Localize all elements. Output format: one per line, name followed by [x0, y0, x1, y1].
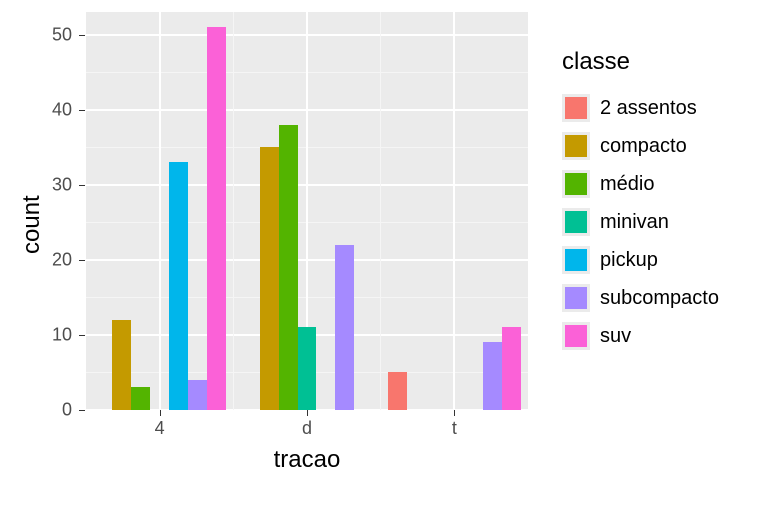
legend-swatch: [565, 211, 587, 233]
legend-label: 2 assentos: [600, 97, 697, 120]
bar: [260, 147, 279, 410]
legend-label: médio: [600, 173, 654, 196]
y-tick-mark: [79, 35, 85, 36]
bar: [207, 27, 226, 410]
legend-item: 2 assentos: [562, 92, 752, 124]
legend-key: [562, 208, 590, 236]
bar: [298, 327, 317, 410]
legend-label: subcompacto: [600, 287, 719, 310]
x-tick-label: 4: [155, 418, 165, 439]
legend-item: subcompacto: [562, 282, 752, 314]
legend-item: compacto: [562, 130, 752, 162]
x-tick-mark: [160, 410, 161, 416]
y-tick-mark: [79, 410, 85, 411]
bar: [483, 342, 502, 410]
y-tick-mark: [79, 185, 85, 186]
y-tick-label: 0: [0, 400, 72, 421]
bar: [388, 372, 407, 410]
legend-key: [562, 132, 590, 160]
bar: [502, 327, 521, 410]
plot-panel: [86, 12, 528, 410]
legend-key: [562, 322, 590, 350]
legend-label: minivan: [600, 211, 669, 234]
legend-key: [562, 94, 590, 122]
legend-key: [562, 246, 590, 274]
gridline-major-x: [453, 12, 455, 410]
legend-item: suv: [562, 320, 752, 352]
legend-item: minivan: [562, 206, 752, 238]
x-tick-label: t: [452, 418, 457, 439]
gridline-minor-x: [233, 12, 234, 410]
chart-container: count 01020304050 4dt tracao classe 2 as…: [0, 0, 768, 512]
bar: [112, 320, 131, 410]
y-tick-labels: 01020304050: [0, 12, 72, 410]
x-tick-mark: [454, 410, 455, 416]
gridline-minor-x: [380, 12, 381, 410]
legend-label: pickup: [600, 249, 658, 272]
legend-title: classe: [562, 48, 630, 76]
legend-swatch: [565, 135, 587, 157]
legend-item: pickup: [562, 244, 752, 276]
legend-label: suv: [600, 325, 631, 348]
bar: [335, 245, 354, 410]
y-tick-label: 20: [0, 249, 72, 270]
x-axis-title: tracao: [86, 446, 528, 474]
legend: 2 assentos compacto médio minivan pickup subc…: [562, 92, 752, 358]
y-tick-label: 10: [0, 324, 72, 345]
bar: [279, 125, 298, 410]
y-tick-label: 40: [0, 99, 72, 120]
x-tick-labels: 4 d t: [86, 418, 528, 442]
legend-label: compacto: [600, 135, 687, 158]
bar: [188, 380, 207, 410]
y-tick-mark: [79, 260, 85, 261]
x-tick-mark: [307, 410, 308, 416]
x-tick-marks: [86, 410, 528, 418]
bar: [169, 162, 188, 410]
legend-swatch: [565, 173, 587, 195]
gridline-major-x: [159, 12, 161, 410]
legend-swatch: [565, 249, 587, 271]
legend-swatch: [565, 97, 587, 119]
bar: [131, 387, 150, 410]
y-tick-label: 30: [0, 174, 72, 195]
legend-item: médio: [562, 168, 752, 200]
legend-swatch: [565, 287, 587, 309]
y-tick-label: 50: [0, 24, 72, 45]
legend-swatch: [565, 325, 587, 347]
legend-key: [562, 170, 590, 198]
y-tick-mark: [79, 335, 85, 336]
legend-key: [562, 284, 590, 312]
y-tick-mark: [79, 110, 85, 111]
x-tick-label: d: [302, 418, 312, 439]
